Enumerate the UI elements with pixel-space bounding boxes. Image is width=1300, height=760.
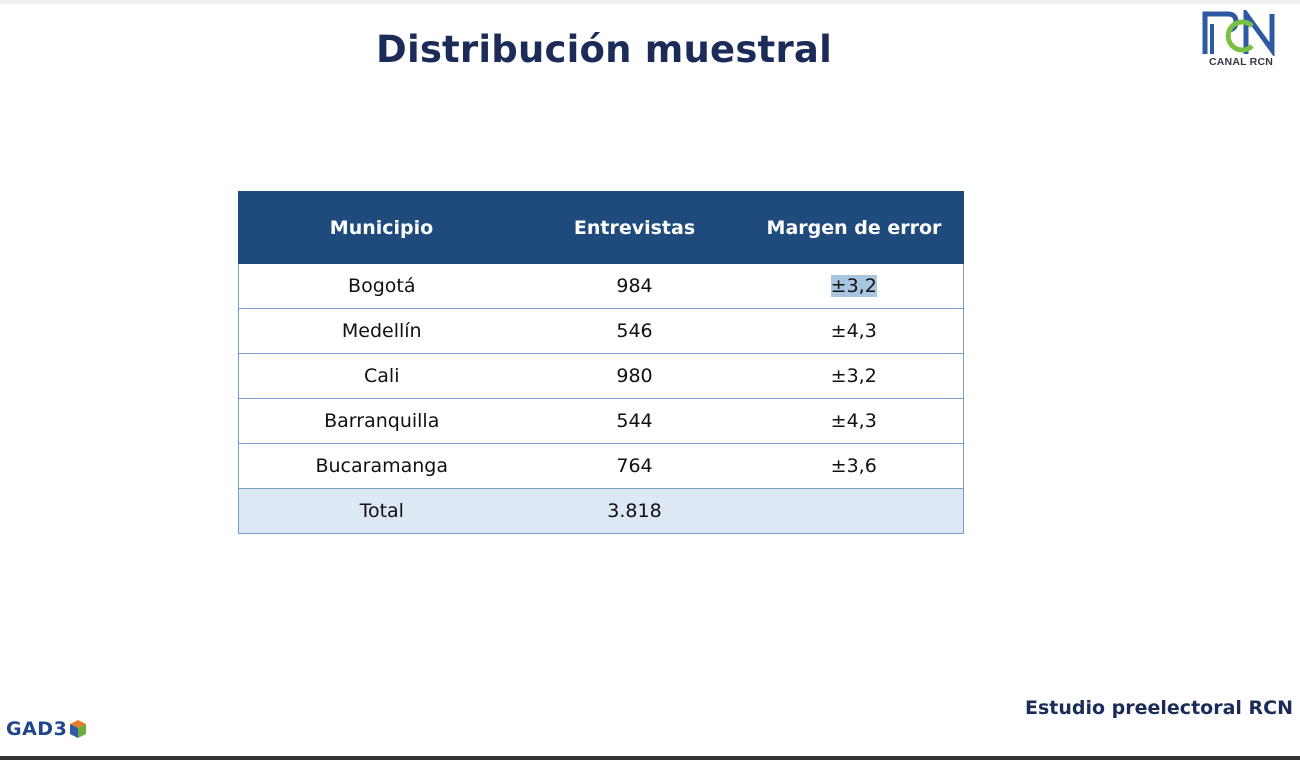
cell-entrevistas: 546	[524, 308, 745, 354]
top-border	[0, 0, 1300, 4]
header-municipio: Municipio	[238, 191, 525, 264]
header-entrevistas: Entrevistas	[524, 191, 745, 264]
cell-municipio: Medellín	[238, 308, 525, 354]
cell-municipio: Cali	[238, 353, 525, 399]
total-entrevistas: 3.818	[524, 488, 745, 534]
header-margen-error: Margen de error	[744, 191, 964, 264]
gad3-logo-text: GAD3	[6, 718, 68, 740]
total-margen	[744, 488, 964, 534]
cell-margen: ±3,2	[744, 263, 964, 309]
table-row: Barranquilla 544 ±4,3	[238, 398, 964, 444]
footer-study-label: Estudio preelectoral RCN	[1024, 697, 1293, 719]
cell-municipio: Bucaramanga	[238, 443, 525, 489]
cell-municipio: Bogotá	[238, 263, 525, 309]
cell-municipio: Barranquilla	[238, 398, 525, 444]
table-header-row: Municipio Entrevistas Margen de error	[238, 191, 964, 264]
table-total-row: Total 3.818	[238, 488, 964, 534]
bottom-border	[0, 756, 1300, 760]
gad3-cube-icon	[70, 720, 87, 738]
gad3-logo: GAD3	[6, 716, 87, 742]
table-row: Bogotá 984 ±3,2	[238, 263, 964, 309]
cell-entrevistas: 764	[524, 443, 745, 489]
rcn-logo-text: CANAL RCN	[1208, 56, 1274, 68]
table-row: Cali 980 ±3,2	[238, 353, 964, 399]
cell-entrevistas: 984	[524, 263, 745, 309]
cell-margen: ±3,6	[744, 443, 964, 489]
slide-title: Distribución muestral	[376, 28, 832, 71]
total-label: Total	[238, 488, 525, 534]
table-row: Medellín 546 ±4,3	[238, 308, 964, 354]
cell-entrevistas: 544	[524, 398, 745, 444]
cell-margen: ±4,3	[744, 398, 964, 444]
selected-text[interactable]: ±3,2	[830, 275, 877, 297]
cell-entrevistas: 980	[524, 353, 745, 399]
rcn-logo: CANAL RCN	[1200, 10, 1282, 72]
cell-margen: ±3,2	[744, 353, 964, 399]
table-row: Bucaramanga 764 ±3,6	[238, 443, 964, 489]
sample-distribution-table: Municipio Entrevistas Margen de error Bo…	[238, 191, 964, 534]
rcn-logo-icon	[1202, 10, 1275, 56]
cell-margen: ±4,3	[744, 308, 964, 354]
